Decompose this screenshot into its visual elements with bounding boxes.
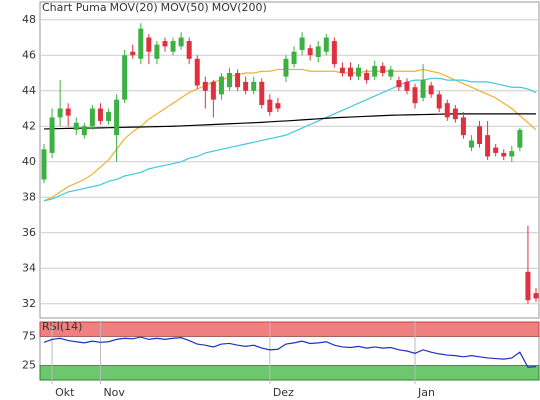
candle-body xyxy=(243,81,249,91)
candle-body xyxy=(436,94,442,109)
candle-body xyxy=(186,41,192,59)
candle-body xyxy=(130,51,136,56)
candle-body xyxy=(339,67,345,74)
candle-body xyxy=(218,76,224,95)
candle-body xyxy=(210,81,216,100)
y-tick-label: 36 xyxy=(22,226,36,239)
candle-body xyxy=(202,81,208,91)
candle-body xyxy=(428,85,434,95)
candle-body xyxy=(323,37,329,52)
candle-body xyxy=(533,293,539,299)
plot-area xyxy=(39,1,540,319)
y-tick-label: 46 xyxy=(22,48,36,61)
candle-body xyxy=(307,48,313,56)
candle-body xyxy=(89,108,95,127)
candle-body xyxy=(162,41,168,47)
candle-body xyxy=(460,117,466,136)
x-tick-label: Okt xyxy=(55,386,75,399)
y-tick-label: 34 xyxy=(22,261,36,274)
candle-body xyxy=(364,73,370,81)
y-tick-label: 75 xyxy=(22,330,36,343)
candle-body xyxy=(315,46,321,58)
candle-body xyxy=(477,126,483,145)
y-tick-label: 42 xyxy=(22,119,36,132)
x-tick-label: Jan xyxy=(417,386,435,399)
candle-body xyxy=(380,65,386,74)
candle-body xyxy=(299,37,305,50)
x-tick-label: Nov xyxy=(103,386,125,399)
candle-body xyxy=(275,103,281,109)
candle-body xyxy=(41,149,47,180)
candle-body xyxy=(267,99,273,113)
legend-entry: MOV(20) xyxy=(110,1,158,14)
candle-body xyxy=(493,147,499,153)
candle-body xyxy=(227,73,233,88)
y-tick-label: 48 xyxy=(22,13,36,26)
overbought-band xyxy=(39,321,540,337)
candle-body xyxy=(396,80,402,88)
candle-body xyxy=(49,117,55,153)
candle-body xyxy=(404,81,410,91)
candle-body xyxy=(73,122,79,130)
chart-title: Chart Puma xyxy=(42,1,107,14)
line xyxy=(43,77,537,202)
legend-entry: MOV(50) xyxy=(161,1,209,14)
y-tick-label: 25 xyxy=(22,359,36,372)
candle-body xyxy=(57,108,63,118)
candle-body xyxy=(283,58,289,77)
candle-body xyxy=(194,58,200,86)
candle-body xyxy=(444,103,450,118)
candle-body xyxy=(420,80,426,98)
candle-body xyxy=(138,28,144,59)
y-tick-label: 32 xyxy=(22,297,36,310)
candle-body xyxy=(154,44,160,59)
y-tick-label: 44 xyxy=(22,84,36,97)
candle-body xyxy=(501,152,507,157)
oversold-band xyxy=(39,365,540,381)
x-tick-label: Dez xyxy=(273,386,294,399)
candle-body xyxy=(485,135,491,157)
candle-body xyxy=(178,37,184,47)
candle-body xyxy=(235,73,241,88)
line xyxy=(43,336,537,368)
candle-body xyxy=(347,67,353,77)
candle-body xyxy=(372,65,378,77)
candle-body xyxy=(97,108,103,121)
candle-body xyxy=(525,271,531,301)
candle-body xyxy=(251,81,257,91)
candle-body xyxy=(259,81,265,105)
candle-body xyxy=(412,87,418,104)
candle-body xyxy=(122,55,128,100)
candle-body xyxy=(170,41,176,52)
y-tick-label: 38 xyxy=(22,190,36,203)
candle-body xyxy=(331,41,337,65)
candle-body xyxy=(452,108,458,120)
candle-body xyxy=(114,99,120,136)
candle-body xyxy=(509,151,515,157)
candle-body xyxy=(106,112,112,121)
candle-body xyxy=(356,67,362,77)
candle-body xyxy=(468,140,474,148)
candle-body xyxy=(291,51,297,65)
candle-body xyxy=(81,126,87,136)
rsi-title: RSI(14) xyxy=(42,320,82,333)
candle-body xyxy=(65,108,71,116)
y-tick-label: 40 xyxy=(22,155,36,168)
legend-entry: MOV(200) xyxy=(212,1,267,14)
candle-body xyxy=(517,129,523,148)
candle-body xyxy=(146,37,152,52)
candle-body xyxy=(388,69,394,77)
